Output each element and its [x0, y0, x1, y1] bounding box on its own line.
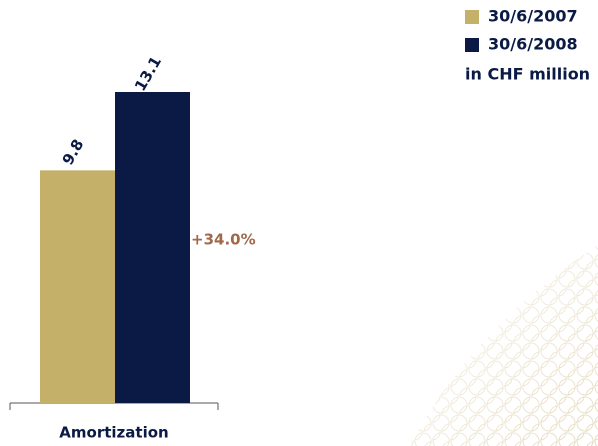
change-annotation: +34.0%: [191, 231, 256, 249]
bar: [40, 170, 115, 403]
background-decoration: [410, 245, 598, 446]
legend-label: 30/6/2007: [488, 7, 578, 26]
value-label: 9.8: [59, 136, 88, 168]
legend-swatch: [465, 10, 479, 24]
legend-swatch: [465, 38, 479, 52]
legend-label: 30/6/2008: [488, 35, 578, 54]
value-label: 13.1: [131, 53, 165, 94]
unit-note: in CHF million: [465, 65, 590, 84]
bar: [115, 92, 190, 403]
x-tick-label: Amortization: [59, 424, 168, 442]
